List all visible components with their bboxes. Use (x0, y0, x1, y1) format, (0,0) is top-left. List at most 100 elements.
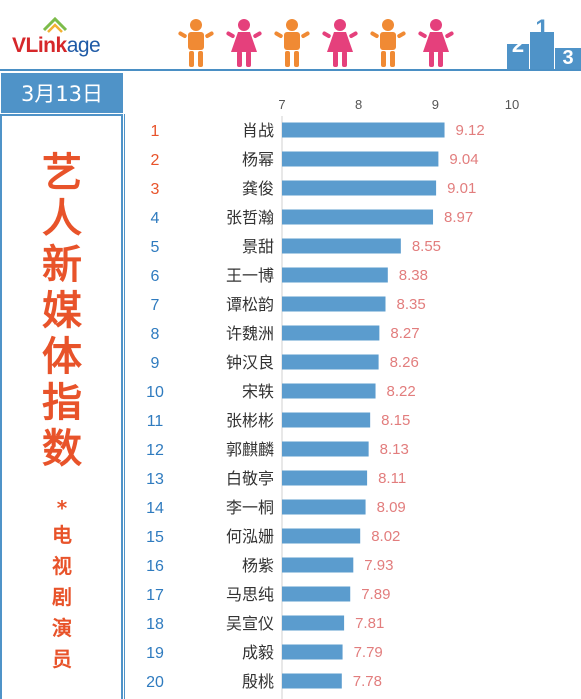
bar (282, 441, 369, 457)
category-label: 马思纯 (226, 585, 274, 604)
bar (282, 615, 345, 631)
value-label: 7.78 (353, 673, 382, 690)
svg-text:1: 1 (535, 16, 548, 42)
value-label: 8.26 (390, 354, 419, 371)
person-icon-orange (175, 18, 217, 68)
value-label: 8.11 (378, 470, 406, 487)
bar (282, 644, 343, 660)
title-asterisk: * (56, 496, 68, 520)
rank-label: 12 (146, 442, 164, 459)
bar (282, 557, 354, 573)
value-label: 8.55 (412, 238, 441, 255)
value-label: 7.79 (354, 644, 383, 661)
rank-label: 20 (146, 674, 164, 691)
bar (282, 151, 439, 167)
rank-label: 1 (151, 123, 160, 140)
chart-title: 艺人新媒体指数 (42, 150, 82, 472)
bar (282, 586, 351, 602)
rank-label: 3 (151, 181, 160, 198)
category-label: 许魏洲 (226, 324, 274, 343)
rank-label: 15 (146, 529, 164, 546)
category-label: 龚俊 (242, 179, 274, 198)
rank-label: 19 (146, 645, 164, 662)
value-label: 8.15 (381, 412, 410, 429)
category-label: 郭麒麟 (226, 440, 274, 459)
rank-label: 16 (146, 558, 164, 575)
category-label: 李一桐 (226, 498, 274, 517)
svg-text:2: 2 (512, 32, 524, 57)
value-label: 8.35 (397, 296, 426, 313)
category-label: 景甜 (242, 237, 274, 256)
bar (282, 499, 366, 515)
logo-text-main: VLink (12, 34, 67, 57)
category-label: 王一博 (226, 266, 274, 285)
logo-mark-icon (42, 16, 68, 33)
category-label: 钟汉良 (226, 353, 274, 372)
bar (282, 673, 342, 689)
header-divider (0, 69, 581, 71)
category-label: 殷桃 (242, 672, 274, 691)
bar (282, 267, 388, 283)
value-label: 7.93 (364, 557, 393, 574)
value-label: 8.27 (390, 325, 419, 342)
category-label: 张彬彬 (226, 411, 274, 430)
rank-label: 17 (146, 587, 164, 604)
bar (282, 528, 361, 544)
chart-divider (124, 114, 125, 699)
category-label: 宋轶 (242, 382, 274, 401)
x-tick-label: 10 (505, 97, 519, 112)
person-icon-orange (271, 18, 313, 68)
person-icon-orange (367, 18, 409, 68)
value-label: 7.89 (361, 586, 390, 603)
bar (282, 209, 434, 225)
value-label: 9.12 (456, 122, 485, 139)
bar (282, 238, 401, 254)
people-figures (175, 18, 465, 68)
rank-label: 11 (147, 413, 164, 430)
x-tick-label: 7 (278, 97, 285, 112)
category-label: 吴宣仪 (226, 614, 274, 633)
category-label: 张哲瀚 (226, 208, 274, 227)
rank-label: 4 (151, 210, 160, 227)
value-label: 9.01 (447, 180, 476, 197)
bar (282, 296, 386, 312)
category-label: 杨幂 (242, 150, 274, 169)
bar-chart: 7 8 9 10 1 肖战 9.12 2 杨幂 9.04 3 龚俊 9.01 4 张哲瀚 8.97 5 景甜 8.5… (146, 97, 519, 699)
category-label: 杨紫 (242, 556, 274, 575)
bar (282, 383, 376, 399)
category-label: 白敬亭 (226, 469, 274, 488)
x-tick-label: 9 (432, 97, 439, 112)
svg-text:3: 3 (562, 47, 573, 69)
podium-icon: 2 1 3 (507, 16, 581, 70)
value-label: 8.38 (399, 267, 428, 284)
rank-label: 13 (146, 471, 164, 488)
value-label: 8.22 (387, 383, 416, 400)
category-label: 谭松韵 (226, 295, 274, 314)
bar (282, 122, 445, 138)
rank-label: 8 (151, 326, 160, 343)
bar (282, 325, 380, 341)
bar (282, 412, 371, 428)
logo-text-suffix: age (66, 34, 101, 57)
bar (282, 180, 437, 196)
value-label: 7.81 (355, 615, 384, 632)
rank-label: 14 (146, 500, 164, 517)
rank-label: 5 (151, 239, 160, 256)
value-label: 8.09 (377, 499, 406, 516)
value-label: 8.02 (371, 528, 400, 545)
rank-label: 9 (151, 355, 160, 372)
value-label: 8.13 (380, 441, 409, 458)
value-label: 9.04 (449, 151, 478, 168)
rank-label: 18 (146, 616, 164, 633)
rank-label: 10 (146, 384, 164, 401)
bar (282, 354, 379, 370)
person-icon-pink (319, 18, 361, 68)
chart-subtitle: 电视剧演员 (52, 523, 72, 671)
category-label: 何泓姗 (226, 527, 274, 546)
x-tick-label: 8 (355, 97, 362, 112)
value-label: 8.97 (444, 209, 473, 226)
category-label: 成毅 (242, 643, 274, 662)
vlinkage-logo: VLinkage (12, 14, 122, 58)
rank-label: 7 (151, 297, 160, 314)
rank-label: 2 (151, 152, 160, 169)
